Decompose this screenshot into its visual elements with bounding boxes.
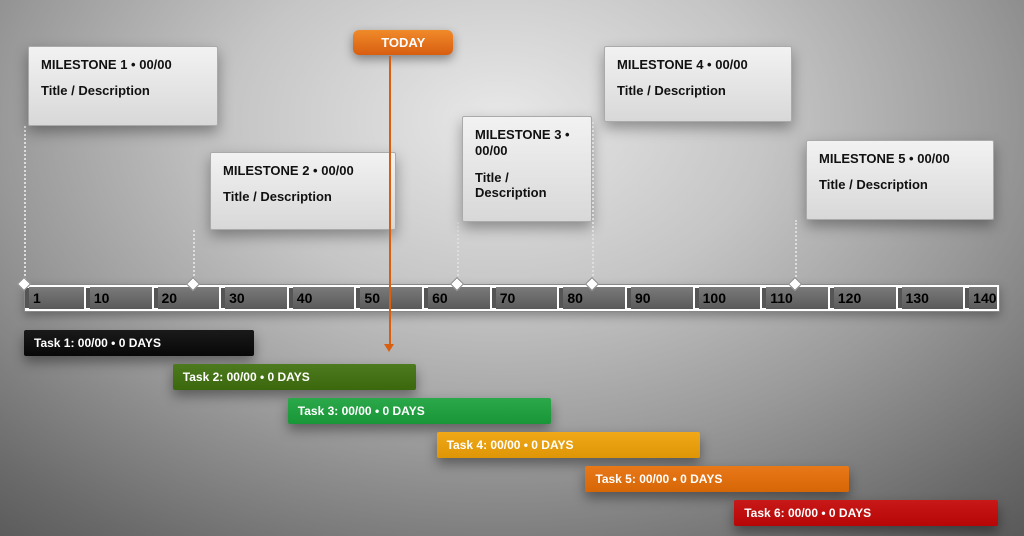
axis-tick-label: 140 [973, 290, 996, 306]
axis-tick-label: 90 [635, 290, 651, 306]
milestone-card: MILESTONE 3 • 00/00 Title / Description [462, 116, 592, 222]
milestone-description: Title / Description [617, 83, 779, 98]
milestone-card: MILESTONE 4 • 00/00 Title / Description [604, 46, 792, 122]
timeline-axis: 1102030405060708090100110120130140 [24, 284, 1000, 312]
task-bar: Task 2: 00/00 • 0 DAYS [173, 364, 416, 390]
milestone-card: MILESTONE 2 • 00/00 Title / Description [210, 152, 396, 230]
today-line [389, 56, 391, 344]
axis-tick-label: 1 [33, 290, 41, 306]
milestone-connector [795, 220, 797, 284]
task-bar: Task 3: 00/00 • 0 DAYS [288, 398, 552, 424]
milestone-header: MILESTONE 3 • 00/00 [475, 127, 579, 160]
axis-tick-label: 40 [297, 290, 313, 306]
axis-tick-label: 100 [703, 290, 726, 306]
axis-tick-label: 20 [162, 290, 178, 306]
milestone-card: MILESTONE 1 • 00/00 Title / Description [28, 46, 218, 126]
milestone-header: MILESTONE 4 • 00/00 [617, 57, 779, 73]
milestone-card: MILESTONE 5 • 00/00 Title / Description [806, 140, 994, 220]
milestone-connector [24, 126, 26, 284]
axis-tick-label: 80 [567, 290, 583, 306]
axis-tick-label: 50 [364, 290, 380, 306]
milestone-connector [592, 122, 594, 284]
task-label: Task 6: 00/00 • 0 DAYS [744, 506, 871, 520]
milestone-connector [193, 230, 195, 284]
axis-tick-label: 70 [500, 290, 516, 306]
task-label: Task 2: 00/00 • 0 DAYS [183, 370, 310, 384]
task-label: Task 4: 00/00 • 0 DAYS [447, 438, 574, 452]
task-bar: Task 6: 00/00 • 0 DAYS [734, 500, 998, 526]
milestone-header: MILESTONE 2 • 00/00 [223, 163, 383, 179]
task-label: Task 1: 00/00 • 0 DAYS [34, 336, 161, 350]
task-bar: Task 1: 00/00 • 0 DAYS [24, 330, 254, 356]
axis-tick-label: 120 [838, 290, 861, 306]
today-arrow-icon [384, 344, 394, 352]
today-flag: TODAY [353, 30, 453, 55]
task-label: Task 3: 00/00 • 0 DAYS [298, 404, 425, 418]
milestone-description: Title / Description [475, 170, 579, 200]
task-bar: Task 4: 00/00 • 0 DAYS [437, 432, 701, 458]
milestone-header: MILESTONE 1 • 00/00 [41, 57, 205, 73]
axis-tick-label: 130 [906, 290, 929, 306]
axis-tick-label: 30 [229, 290, 245, 306]
timeline-stage: 1102030405060708090100110120130140MILEST… [0, 0, 1024, 536]
milestone-description: Title / Description [819, 177, 981, 192]
milestone-description: Title / Description [223, 189, 383, 204]
axis-tick-label: 10 [94, 290, 110, 306]
axis-tick-label: 110 [770, 290, 793, 306]
task-bar: Task 5: 00/00 • 0 DAYS [585, 466, 849, 492]
milestone-description: Title / Description [41, 83, 205, 98]
task-label: Task 5: 00/00 • 0 DAYS [595, 472, 722, 486]
milestone-connector [457, 222, 459, 284]
milestone-header: MILESTONE 5 • 00/00 [819, 151, 981, 167]
axis-tick-label: 60 [432, 290, 448, 306]
